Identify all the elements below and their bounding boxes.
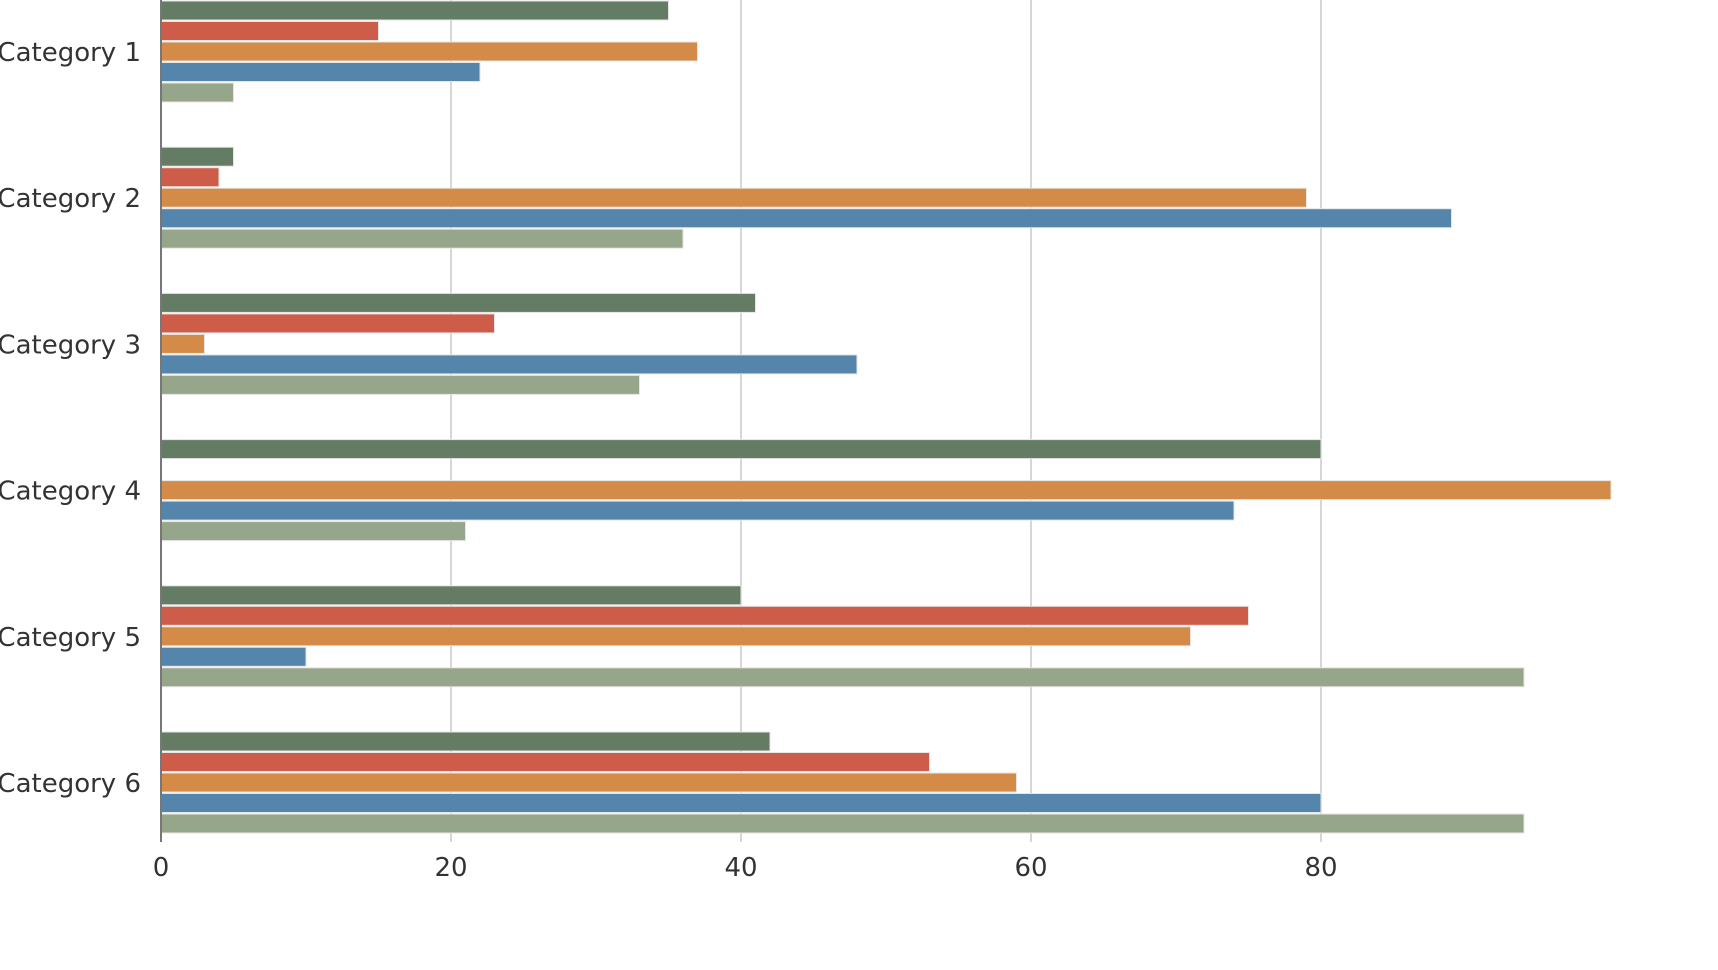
x-tick-label: 20 (434, 853, 467, 883)
x-tick-label: 80 (1304, 853, 1337, 883)
bar (160, 667, 1525, 688)
bar (160, 228, 684, 249)
bar (160, 62, 481, 82)
bar (160, 82, 234, 103)
bar (160, 374, 640, 395)
category-label: Category 2 (0, 184, 141, 214)
bar (160, 439, 1322, 460)
bar (160, 41, 698, 62)
category-label: Category 6 (0, 769, 141, 799)
category-label: Category 3 (0, 330, 141, 360)
bar (160, 333, 205, 354)
bar (160, 752, 930, 772)
bar (160, 646, 307, 667)
bar (160, 480, 1612, 501)
bar (160, 354, 858, 375)
bar (160, 292, 756, 313)
bar (160, 813, 1525, 834)
category-label: Category 1 (0, 38, 141, 68)
bar (160, 0, 669, 21)
bar (160, 313, 495, 334)
category-label: Category 5 (0, 623, 141, 653)
bar (160, 731, 771, 752)
bar (160, 187, 1307, 208)
x-tick-label: 60 (1014, 853, 1047, 883)
bar (160, 167, 220, 188)
category-label: Category 4 (0, 477, 141, 507)
bar (160, 793, 1322, 813)
x-tick-label: 0 (153, 853, 170, 883)
bar (160, 500, 1235, 521)
bar (160, 772, 1017, 793)
bar (160, 605, 1249, 626)
bar (160, 21, 379, 41)
bar (160, 521, 466, 542)
bar (160, 146, 234, 167)
bar (160, 626, 1191, 647)
bar (160, 585, 742, 606)
x-tick-label: 40 (724, 853, 757, 883)
bar (160, 208, 1452, 229)
